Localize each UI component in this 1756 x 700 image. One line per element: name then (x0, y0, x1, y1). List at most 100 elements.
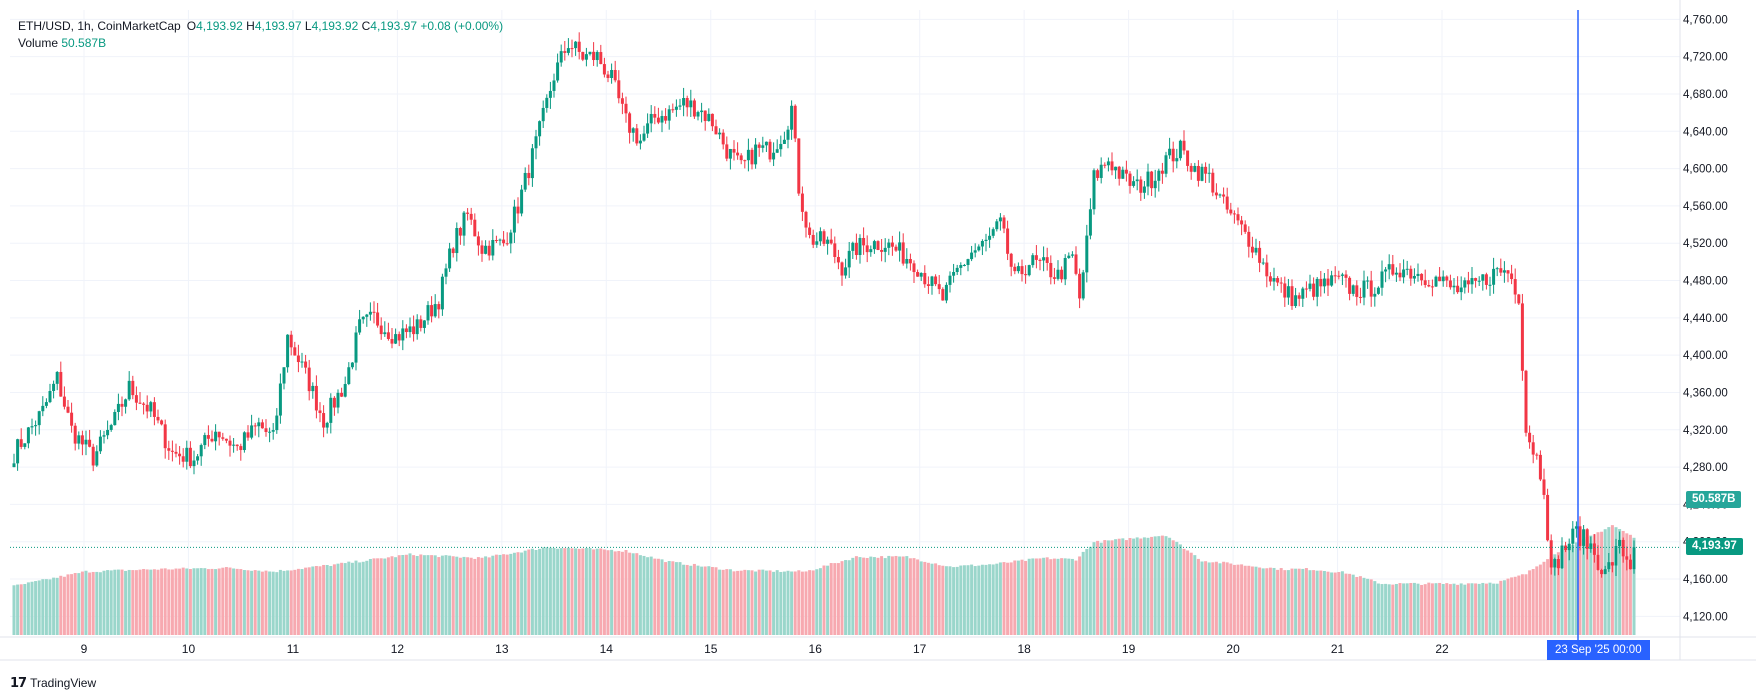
candle (541, 100, 545, 128)
volume-bar (1117, 538, 1121, 635)
candle (1114, 166, 1118, 179)
volume-bar (1268, 567, 1272, 635)
volume-bar (1434, 583, 1438, 635)
candle (782, 131, 786, 144)
volume-bar (1096, 540, 1100, 635)
candle (102, 430, 106, 444)
volume-bar (1625, 533, 1629, 635)
time-axis[interactable]: 9 10 11 12 13 14 15 16 17 18 19 20 21 22 (81, 642, 1449, 656)
candle (23, 443, 27, 450)
candle (584, 47, 588, 67)
candle (926, 276, 930, 294)
volume-bar (325, 565, 329, 635)
candle (16, 438, 20, 471)
candle (1301, 286, 1305, 307)
candle (41, 396, 45, 417)
volume-bar (1589, 535, 1593, 635)
candle (127, 371, 131, 401)
volume-bar (1466, 583, 1470, 635)
candle (37, 410, 41, 435)
volume-bar (358, 562, 362, 635)
candle (1358, 287, 1362, 304)
volume-bar (300, 569, 304, 635)
candle (232, 438, 236, 453)
volume-bar (930, 563, 934, 635)
volume-bar (30, 581, 34, 635)
candle (1607, 552, 1611, 572)
volume-bar (1304, 568, 1308, 635)
volume-bar (1200, 561, 1204, 635)
candle (1196, 160, 1200, 187)
volume-bar (347, 561, 351, 635)
volume-bar (937, 565, 941, 635)
volume-bar (664, 562, 668, 635)
volume-bar (84, 570, 88, 635)
candle (1517, 293, 1521, 306)
volume-bar (1394, 583, 1398, 635)
candle (329, 393, 333, 434)
volume-bar (984, 564, 988, 635)
close-label: C (361, 19, 371, 33)
candle (862, 227, 866, 255)
candle (1445, 275, 1449, 287)
candle (1394, 267, 1398, 282)
candle (1456, 276, 1460, 294)
y-tick-label: 4,320.00 (1683, 425, 1728, 437)
candle (48, 383, 52, 404)
volume-bar (1474, 583, 1478, 635)
candle (700, 102, 704, 123)
candle (998, 213, 1002, 231)
candle (210, 430, 214, 443)
candle (34, 420, 38, 436)
volume-bar (221, 567, 225, 635)
volume-bar (185, 568, 189, 635)
volume-bar (1366, 578, 1370, 635)
candle (1204, 162, 1208, 183)
volume-bar (700, 566, 704, 635)
volume-bar (919, 561, 923, 635)
candle (890, 235, 894, 256)
candle (1200, 163, 1204, 182)
volume-bar (1585, 536, 1589, 635)
volume-bar (41, 579, 45, 635)
candle (224, 438, 228, 444)
y-tick-label: 4,760.00 (1683, 14, 1728, 26)
volume-bar (1229, 563, 1233, 635)
volume-bar (1510, 577, 1514, 635)
candle (116, 393, 120, 421)
volume-bar (1596, 532, 1600, 635)
volume-bar (934, 563, 938, 635)
volume-bar (642, 555, 646, 635)
y-tick-label: 4,520.00 (1683, 238, 1728, 250)
candle (617, 70, 621, 104)
candle (260, 419, 264, 429)
volume-bar (1128, 537, 1132, 635)
candle (59, 361, 63, 397)
candle (678, 98, 682, 110)
volume-bar (361, 561, 365, 635)
volume-bar (1042, 557, 1046, 635)
candle (498, 238, 502, 246)
volume-bar (988, 564, 992, 635)
volume-bar (638, 555, 642, 635)
candle (793, 104, 797, 143)
candle (1592, 534, 1596, 563)
candle (844, 258, 848, 279)
candle (70, 402, 74, 433)
volume-bar (584, 548, 588, 635)
volume-bar (138, 569, 142, 635)
volume-bar (1405, 583, 1409, 635)
candle (955, 264, 959, 276)
volume-bar (1074, 560, 1078, 635)
price-axis[interactable]: 4,120.004,160.004,200.004,240.004,280.00… (1683, 14, 1728, 623)
candle (1222, 187, 1226, 204)
y-tick-label: 4,600.00 (1683, 164, 1728, 176)
candle (1261, 258, 1265, 266)
tradingview-brand[interactable]: 𝟭𝟳 TradingView (10, 675, 96, 691)
volume-bar (480, 557, 484, 635)
candle (1355, 280, 1359, 306)
volume-bar (289, 570, 293, 635)
candle (250, 414, 254, 440)
volume-bar (1348, 573, 1352, 635)
